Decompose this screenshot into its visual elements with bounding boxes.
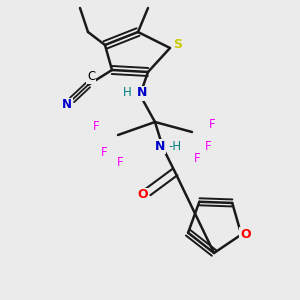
Text: H: H xyxy=(123,86,131,100)
Text: F: F xyxy=(194,152,200,164)
Text: F: F xyxy=(205,140,211,152)
Text: S: S xyxy=(173,38,182,52)
Text: O: O xyxy=(138,188,148,202)
Text: F: F xyxy=(101,146,107,160)
Text: F: F xyxy=(117,157,123,169)
Text: O: O xyxy=(240,228,250,241)
Text: N: N xyxy=(62,98,72,112)
Text: N: N xyxy=(155,140,165,152)
Text: -H: -H xyxy=(168,140,182,152)
Text: C: C xyxy=(87,70,95,83)
Text: F: F xyxy=(93,121,99,134)
Text: F: F xyxy=(209,118,215,130)
Text: N: N xyxy=(137,86,147,100)
